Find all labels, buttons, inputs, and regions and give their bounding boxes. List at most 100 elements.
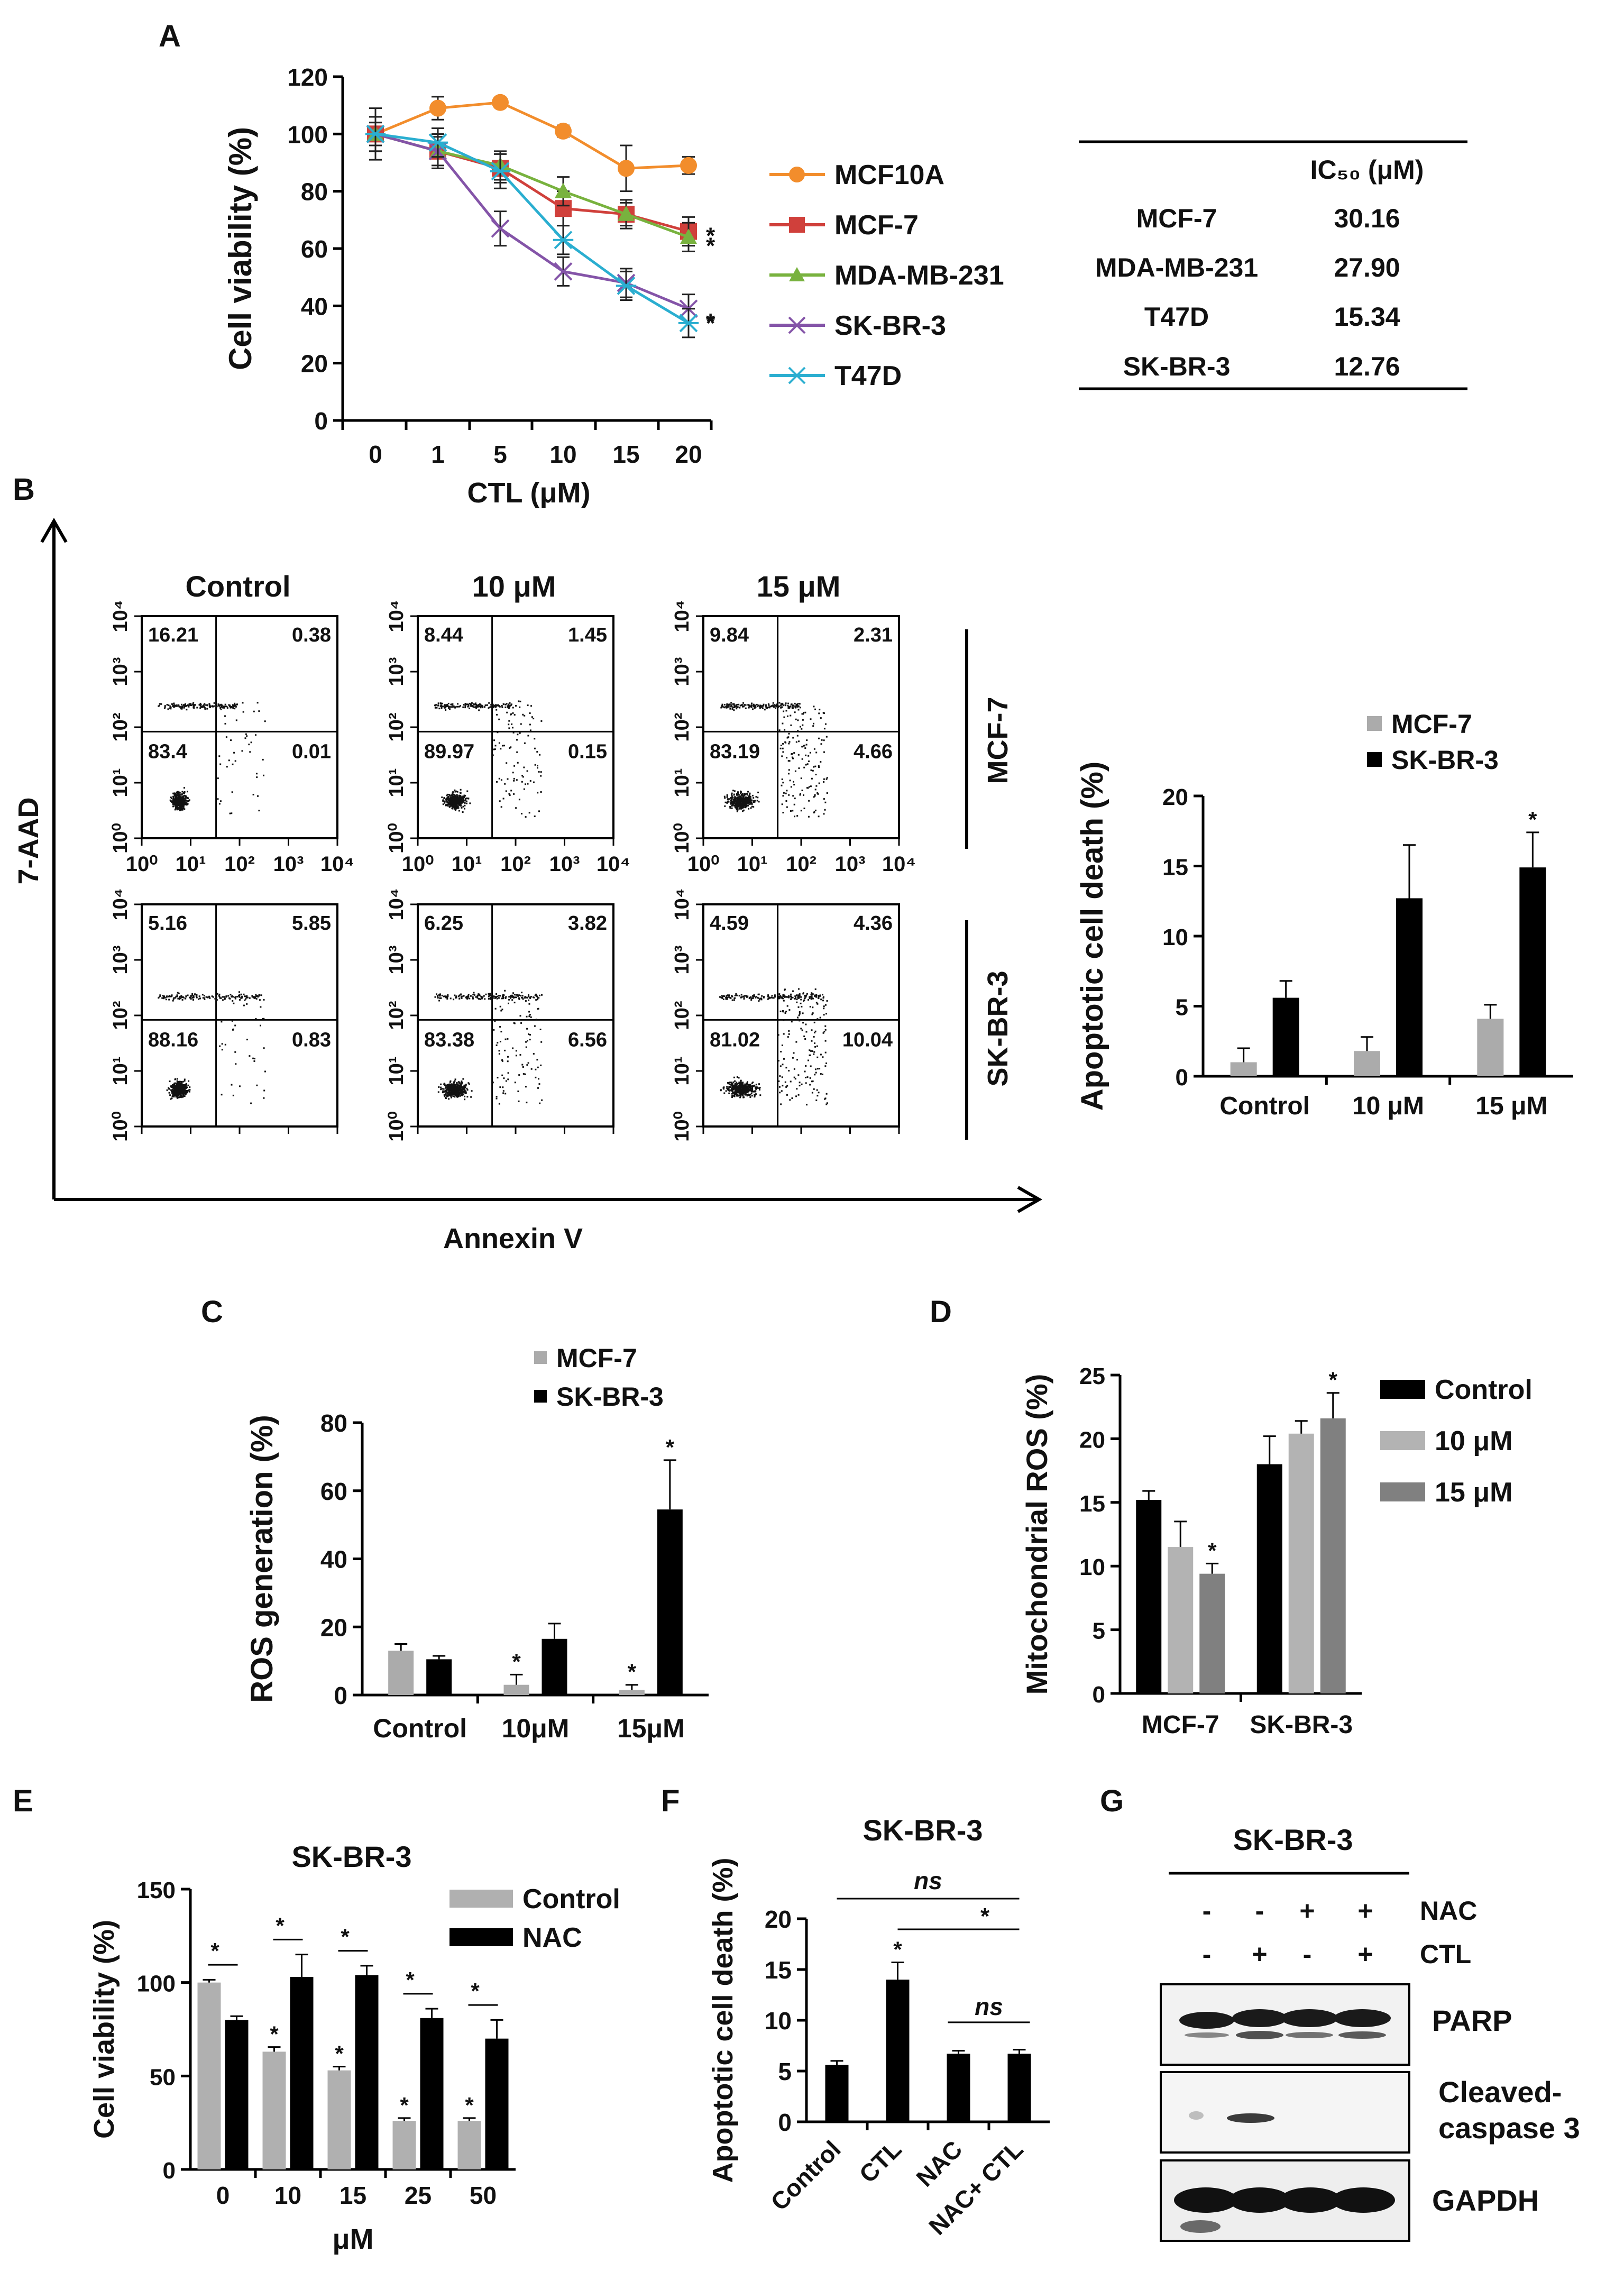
legend-swatch [534, 1351, 547, 1364]
marker-triangle [618, 206, 635, 221]
quadrant-lr-value: 10.04 [842, 1029, 893, 1051]
flow-y-tick-label: 10⁰ [671, 823, 693, 854]
bar [1272, 997, 1299, 1076]
legend-swatch [1367, 752, 1382, 767]
comparison-label: * [406, 1967, 415, 1992]
marker-x [554, 262, 573, 281]
series-line [375, 132, 689, 233]
bar [1007, 2054, 1031, 2122]
marker-square [789, 217, 805, 233]
series-line [375, 132, 689, 239]
bar [392, 2121, 416, 2169]
flow-x-tick-label: 10³ [549, 853, 580, 876]
ctl-sign: - [1203, 1939, 1212, 1969]
quadrant-ul-value: 9.84 [710, 624, 749, 646]
flow-plot-frame [141, 615, 338, 839]
quadrant-ul-value: 6.25 [424, 912, 463, 935]
legend-label: MCF-7 [1391, 709, 1472, 739]
quadrant-lr-value: 6.56 [568, 1029, 607, 1051]
flow-dots [434, 990, 543, 1105]
quadrant-ul-value: 4.59 [710, 912, 749, 935]
legend-label: SK-BR-3 [556, 1382, 664, 1412]
bar [420, 2018, 444, 2169]
quadrant-lr-value: 4.66 [854, 740, 893, 763]
significance-star: * [335, 2041, 344, 2066]
bar [1396, 898, 1423, 1076]
flow-y-tick-label: 10⁰ [386, 1111, 408, 1142]
panel-letter-b: B [13, 472, 35, 507]
marker-x [788, 316, 806, 334]
x-tick-label: 0 [216, 2182, 230, 2209]
significance-star: * [666, 1435, 675, 1460]
ctl-sign: + [1252, 1939, 1267, 1969]
legend-label: 10 μM [1435, 1426, 1512, 1457]
flow-ylabel: 7-AAD [13, 797, 44, 884]
legend-label: NAC [522, 1922, 582, 1953]
flow-y-tick-label: 10¹ [109, 1057, 132, 1086]
quadrant-ll-value: 83.38 [424, 1029, 474, 1051]
flow-row-title: SK-BR-3 [982, 970, 1014, 1086]
legend-swatch [1380, 1380, 1425, 1399]
y-tick-label: 120 [287, 63, 328, 91]
flow-x-tick-label: 10³ [273, 853, 304, 876]
legend-label: MCF10A [834, 160, 944, 190]
flow-x-tick-label: 10² [500, 853, 531, 876]
significance-star: * [1208, 1538, 1217, 1563]
flow-y-tick-label: 10¹ [671, 768, 693, 798]
bar [1354, 1051, 1380, 1076]
flow-y-tick-label: 10³ [109, 657, 132, 686]
bar [1288, 1433, 1314, 1693]
y-tick-label: 15 [765, 1956, 792, 1984]
flow-y-tick-label: 10⁰ [386, 823, 408, 854]
chart-title: SK-BR-3 [863, 1813, 983, 1847]
flow-xlabel: Annexin V [443, 1223, 583, 1254]
quadrant-ur-value: 4.36 [854, 912, 893, 935]
y-tick-label: 100 [137, 1971, 176, 1997]
x-tick-label: 15μM [617, 1714, 685, 1743]
significance-star: * [465, 2093, 474, 2118]
marker-circle [618, 160, 635, 177]
y-tick-label: 25 [1079, 1363, 1105, 1389]
legend-swatch [449, 1928, 513, 1946]
marker-x [491, 219, 510, 238]
y-tick-label: 0 [314, 407, 328, 435]
y-tick-label: 5 [778, 2058, 792, 2085]
ic50-row-value: 30.16 [1334, 204, 1400, 233]
comparison-label: * [341, 1925, 350, 1949]
flow-dots [434, 700, 543, 818]
ctl-label: CTL [1420, 1939, 1471, 1969]
bar [457, 2121, 481, 2169]
y-tick-label: 150 [137, 1877, 176, 1903]
flow-y-tick-label: 10² [386, 713, 408, 742]
legend-swatch [1380, 1482, 1425, 1501]
series-line [375, 101, 689, 170]
quadrant-ll-value: 81.02 [710, 1029, 760, 1051]
chart-e-bar: 0 50 100 150 Cell viability (%) 0 * 10 * 15 * 25 * 50… [88, 1840, 620, 2255]
bar [619, 1690, 645, 1695]
y-tick-label: 0 [1176, 1065, 1188, 1091]
flow-col-title: Control [185, 570, 290, 603]
blot-label-parp: PARP [1432, 2004, 1512, 2037]
significance-star: * [512, 1649, 521, 1674]
legend-label: MCF-7 [834, 210, 919, 241]
x-tick-label: 10μM [502, 1714, 570, 1743]
flow-dots [158, 991, 266, 1104]
y-tick-label: 100 [287, 121, 328, 148]
legend-label: Control [1435, 1375, 1533, 1405]
chart-f-bar: 0 5 10 15 20 Apoptotic cell death (%) Control *… [707, 1813, 1050, 2240]
ic50-row-name: MCF-7 [1136, 204, 1217, 233]
flow-y-tick-label: 10⁴ [671, 888, 693, 920]
bar [1136, 1499, 1162, 1693]
x-tick-label: 10 μM [1352, 1092, 1424, 1120]
flow-x-tick-label: 10¹ [452, 853, 482, 876]
x-tick-label: NAC [911, 2135, 967, 2192]
x-tick-label: 10 [549, 441, 576, 468]
bar [1230, 1062, 1257, 1076]
legend-label: MDA-MB-231 [834, 260, 1004, 291]
legend-label: SK-BR-3 [1391, 745, 1499, 775]
flow-y-tick-label: 10¹ [386, 1057, 408, 1086]
flow-x-tick-label: 10¹ [737, 853, 768, 876]
y-tick-label: 0 [778, 2109, 792, 2136]
